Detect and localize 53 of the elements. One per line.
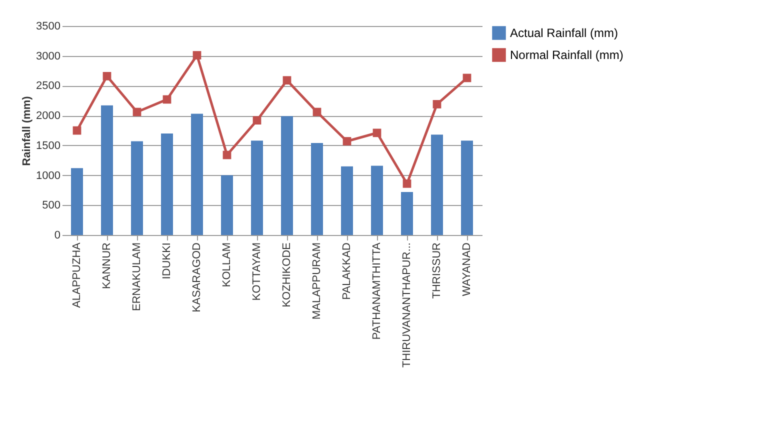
point [72, 126, 82, 135]
x-tick-label: KOLLAM [221, 242, 233, 288]
x-tick-label: ALAPPUZHA [71, 242, 83, 308]
y-tick-label: 2000 [36, 110, 60, 122]
bar [71, 168, 83, 235]
bar [311, 143, 323, 235]
x-tick-label: THRISSUR [431, 242, 443, 299]
bar [371, 166, 383, 235]
bar [461, 140, 473, 235]
y-tick-label: 1500 [36, 140, 60, 152]
x-tick-label: KOZHIKODE [281, 242, 293, 308]
bar [401, 192, 413, 235]
point [132, 108, 142, 116]
x-tick-label: IDUKKI [161, 242, 173, 280]
point [252, 116, 262, 125]
y-axis-title: Rainfall (mm) [21, 96, 34, 166]
point [282, 76, 292, 85]
point [102, 72, 112, 80]
bar [101, 105, 113, 235]
x-tick-label: PATHANAMTHITTA [371, 242, 383, 340]
bar [221, 175, 233, 235]
y-tick-label: 1000 [36, 170, 60, 182]
y-tick-label: 0 [54, 230, 60, 242]
bar [131, 141, 143, 235]
x-tick-label: KOTTAYAM [251, 242, 263, 301]
point [342, 137, 352, 146]
legend-label: Normal Rainfall (mm) [510, 48, 624, 62]
point [432, 100, 442, 108]
bar [191, 114, 203, 235]
bar [341, 166, 353, 235]
x-tick-label: THIRUVANANTHAPUR... [401, 242, 413, 368]
legend-label: Actual Rainfall (mm) [510, 26, 618, 40]
point [222, 150, 232, 160]
point [462, 74, 472, 82]
bar [251, 140, 263, 235]
x-tick-label: ERNAKULAM [131, 242, 143, 311]
point [192, 51, 202, 60]
bar [431, 134, 443, 235]
x-tick-label: KASARAGOD [191, 242, 203, 312]
y-tick-label: 3000 [36, 50, 60, 62]
y-tick-label: 2500 [36, 80, 60, 92]
y-tick-label: 500 [42, 200, 60, 212]
point [372, 128, 382, 138]
x-tick-label: MALAPPURAM [311, 242, 323, 320]
bar [161, 133, 173, 235]
point [162, 95, 172, 104]
x-tick-label: PALAKKAD [341, 242, 353, 300]
point [402, 179, 412, 188]
x-tick-label: WAYANAD [461, 242, 473, 296]
x-tick-label: KANNUR [101, 242, 113, 289]
y-tick-label: 3500 [36, 20, 60, 32]
point [312, 108, 322, 116]
bar [281, 116, 293, 235]
